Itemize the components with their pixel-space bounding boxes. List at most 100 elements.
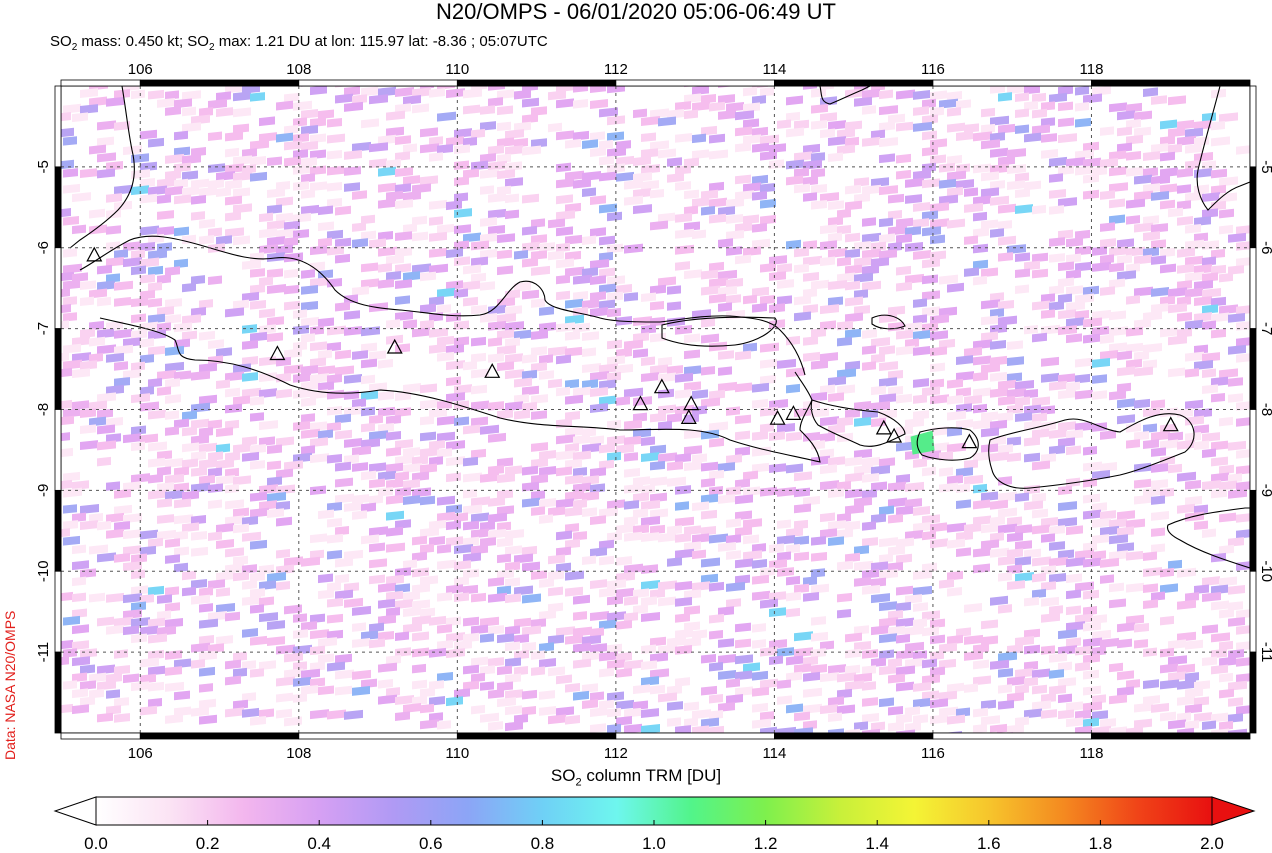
so2-pixel xyxy=(310,373,329,384)
so2-pixel xyxy=(361,390,378,401)
so2-pixel xyxy=(157,482,174,492)
so2-pixel xyxy=(522,625,541,636)
so2-pixel xyxy=(242,580,257,590)
so2-pixel xyxy=(981,139,1000,150)
so2-pixel xyxy=(72,192,91,203)
so2-pixel xyxy=(293,661,307,671)
so2-pixel xyxy=(556,434,575,445)
so2-pixel xyxy=(63,504,77,514)
so2-pixel xyxy=(548,346,567,357)
so2-pixel xyxy=(488,208,506,219)
so2-pixel xyxy=(616,171,634,182)
so2-pixel xyxy=(1211,376,1228,387)
so2-pixel xyxy=(1083,606,1097,616)
so2-pixel xyxy=(471,512,489,523)
so2-pixel xyxy=(80,408,96,419)
so2-pixel xyxy=(888,242,902,252)
so2-pixel xyxy=(1211,264,1226,275)
so2-pixel xyxy=(335,669,354,680)
so2-pixel xyxy=(675,596,692,607)
so2-pixel xyxy=(964,202,983,213)
latitude-tick-label: -9 xyxy=(1258,484,1272,497)
so2-pixel xyxy=(539,306,554,316)
so2-pixel xyxy=(72,576,86,587)
so2-pixel xyxy=(1109,342,1127,353)
so2-pixel xyxy=(973,675,991,686)
so2-pixel xyxy=(930,138,947,149)
so2-pixel xyxy=(862,345,876,355)
so2-pixel xyxy=(692,709,711,720)
so2-pixel xyxy=(80,104,98,115)
so2-pixel xyxy=(794,551,809,562)
so2-pixel xyxy=(395,439,413,449)
so2-pixel xyxy=(879,249,897,260)
so2-pixel xyxy=(446,520,461,531)
so2-pixel xyxy=(386,126,404,137)
so2-pixel xyxy=(1211,168,1227,179)
so2-pixel xyxy=(386,415,401,425)
so2-pixel xyxy=(395,151,410,161)
so2-pixel xyxy=(998,604,1012,614)
so2-pixel xyxy=(718,238,733,248)
so2-pixel xyxy=(488,432,506,443)
so2-pixel xyxy=(930,698,948,709)
so2-pixel xyxy=(735,638,751,649)
so2-pixel xyxy=(641,516,660,527)
so2-pixel xyxy=(225,131,243,142)
so2-pixel xyxy=(675,372,693,383)
so2-pixel xyxy=(1228,393,1243,403)
so2-pixel xyxy=(97,328,114,339)
so2-pixel xyxy=(301,413,315,423)
so2-pixel xyxy=(701,573,718,584)
so2-pixel xyxy=(803,495,820,506)
so2-pixel xyxy=(233,475,251,486)
so2-pixel xyxy=(1100,157,1118,168)
so2-pixel xyxy=(565,539,580,549)
so2-pixel xyxy=(157,514,174,524)
so2-pixel xyxy=(1117,350,1132,361)
so2-pixel xyxy=(1015,540,1032,551)
so2-pixel xyxy=(837,608,851,619)
so2-pixel xyxy=(454,640,472,651)
so2-pixel xyxy=(250,139,269,150)
so2-pixel xyxy=(165,681,184,692)
so2-pixel xyxy=(675,261,690,271)
so2-pixel xyxy=(1075,229,1090,240)
so2-pixel xyxy=(403,462,422,473)
so2-pixel xyxy=(794,247,809,258)
so2-pixel xyxy=(1015,188,1030,199)
so2-pixel xyxy=(318,653,334,664)
so2-pixel xyxy=(1041,405,1055,415)
so2-pixel xyxy=(650,588,665,599)
so2-pixel xyxy=(208,275,222,285)
so2-pixel xyxy=(633,156,651,167)
so2-pixel xyxy=(378,679,393,689)
so2-pixel xyxy=(565,234,582,245)
so2-pixel xyxy=(743,550,762,561)
so2-pixel xyxy=(497,313,516,324)
so2-pixel xyxy=(641,292,656,303)
so2-pixel xyxy=(573,290,588,301)
so2-pixel xyxy=(1236,417,1250,427)
so2-pixel xyxy=(301,556,320,567)
so2-pixel xyxy=(123,561,142,572)
so2-pixel xyxy=(369,158,387,169)
so2-pixel xyxy=(131,185,149,196)
so2-pixel xyxy=(879,457,895,468)
so2-pixel xyxy=(607,723,621,733)
so2-pixel xyxy=(888,721,904,732)
so2-pixel xyxy=(1185,319,1203,330)
so2-pixel xyxy=(786,431,802,442)
so2-pixel xyxy=(650,684,665,695)
so2-pixel xyxy=(760,150,777,161)
so2-pixel xyxy=(378,662,397,673)
so2-pixel xyxy=(318,109,334,120)
so2-pixel xyxy=(939,178,956,189)
so2-pixel xyxy=(1007,692,1024,703)
so2-pixel xyxy=(871,561,888,572)
so2-pixel xyxy=(811,359,828,370)
so2-pixel xyxy=(471,86,487,91)
so2-pixel xyxy=(1007,532,1023,543)
so2-pixel xyxy=(403,175,420,185)
so2-pixel xyxy=(990,86,1005,94)
